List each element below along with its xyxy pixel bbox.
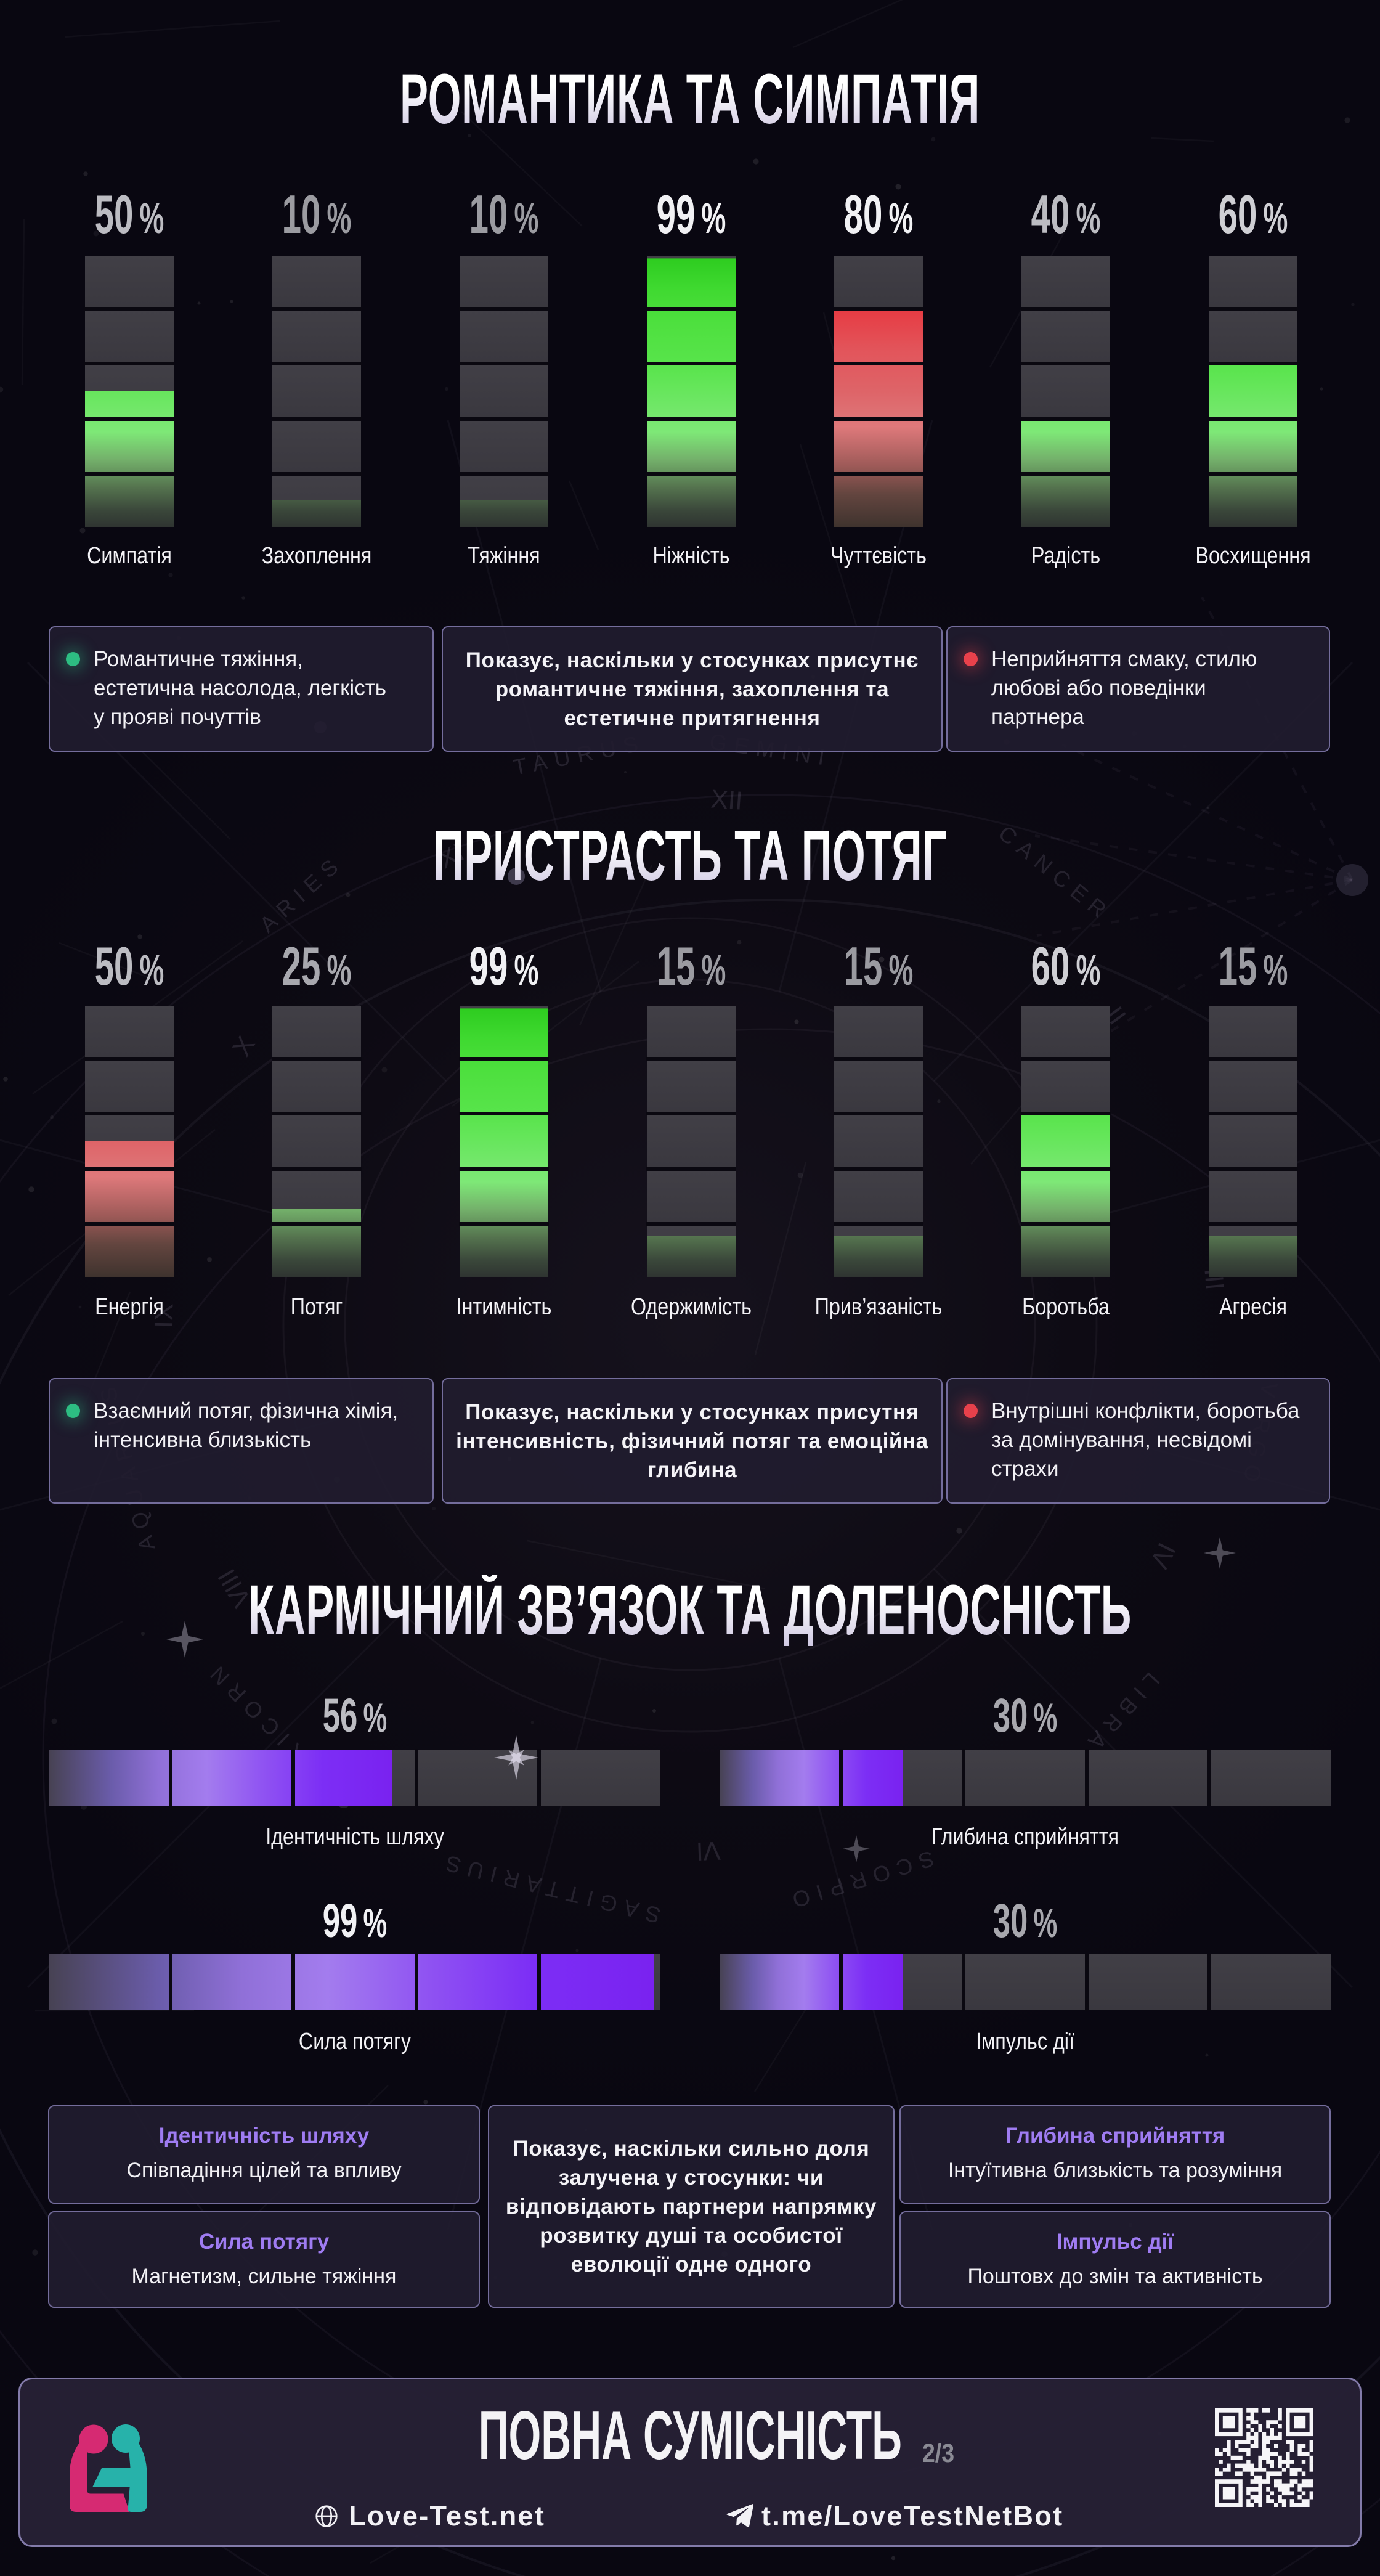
svg-text:IX: IX: [149, 1303, 179, 1329]
svg-text:SAGITTARIUS: SAGITTARIUS: [436, 1849, 663, 1928]
svg-text:IV: IV: [1145, 1538, 1182, 1573]
svg-text:CANCER: CANCER: [994, 820, 1117, 927]
svg-text:SCORPIO: SCORPIO: [782, 1846, 937, 1915]
svg-text:LIBRA: LIBRA: [1078, 1668, 1164, 1759]
svg-text:XII: XII: [710, 784, 744, 815]
svg-text:VI: VI: [696, 1836, 721, 1866]
svg-text:ARIES: ARIES: [254, 849, 348, 937]
svg-text:X: X: [227, 1031, 261, 1061]
